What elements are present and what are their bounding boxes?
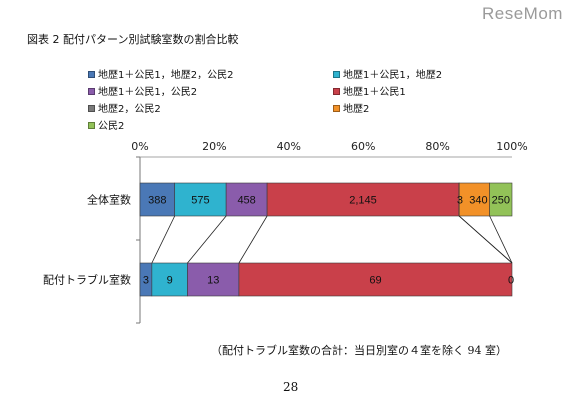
bar-segment [225,182,268,217]
data-label: 3 [457,195,463,207]
x-tick-label: 80% [425,140,449,153]
chart-title: 図表 2 配付パターン別試験室数の割合比較 [27,33,239,46]
legend-swatch [333,88,340,95]
category-label: 配付トラブル室数 [43,273,131,287]
legend-label: 公民2 [98,121,125,132]
legend-swatch [333,105,340,112]
bar-segment [489,182,513,217]
legend-item: 地歴1＋公民1，地歴2 [333,70,442,82]
legend-label: 地歴1＋公民1 [343,87,406,98]
bar-segment [238,262,513,297]
data-label: 340 [469,195,487,207]
bar-segment [187,262,240,297]
legend-item: 公民2 [88,121,124,133]
legend: 地歴1＋公民1，地歴2，公民2 地歴1＋公民1，地歴2 地歴1＋公民1，公民2 … [0,0,572,140]
legend-item: 地歴1＋公民1，地歴2，公民2 [88,70,233,82]
data-label: 250 [492,195,510,207]
bar-segment [174,182,227,217]
legend-item: 地歴2，公民2 [88,104,161,116]
legend-swatch [88,105,95,112]
connector-line [458,215,513,264]
bar-segment [139,182,176,217]
legend-label: 地歴1＋公民1，地歴2 [343,70,443,81]
bar-segment [458,182,490,217]
legend-label: 地歴2 [343,104,370,115]
data-label: 0 [508,275,514,287]
data-label: 458 [237,195,255,207]
page-number: 28 [283,380,299,394]
data-label: 69 [369,275,381,287]
x-tick-label: 20% [202,140,226,153]
connector-line [187,215,227,264]
x-tick-label: 40% [277,140,301,153]
x-tick-label: 0% [131,140,148,153]
watermark-logo: ReseMom [482,4,563,23]
connector-line [151,215,176,264]
legend-swatch [333,71,340,78]
bar-segment [151,262,188,297]
footnote: （配付トラブル室数の合計：当日別室の４室を除く 94 室） [211,344,507,357]
data-label: 2,145 [349,195,377,207]
x-tick-label: 100% [496,140,527,153]
data-label: 9 [167,275,173,287]
x-tick-label: 60% [351,140,375,153]
connector-line [238,215,268,264]
legend-item: 地歴1＋公民1 [333,87,406,99]
legend-swatch [88,88,95,95]
data-label: 575 [191,195,209,207]
data-label: 3 [143,275,149,287]
legend-item: 地歴2 [333,104,369,116]
legend-swatch [88,71,95,78]
legend-item: 地歴1＋公民1，公民2 [88,87,197,99]
data-label: 388 [148,195,166,207]
legend-label: 地歴1＋公民1，公民2 [98,87,198,98]
data-label: 13 [207,275,219,287]
connector-line [489,215,513,264]
category-label: 全体室数 [87,193,131,207]
legend-label: 地歴1＋公民1，地歴2，公民2 [98,70,234,81]
legend-label: 地歴2，公民2 [98,104,161,115]
legend-swatch [88,122,95,129]
